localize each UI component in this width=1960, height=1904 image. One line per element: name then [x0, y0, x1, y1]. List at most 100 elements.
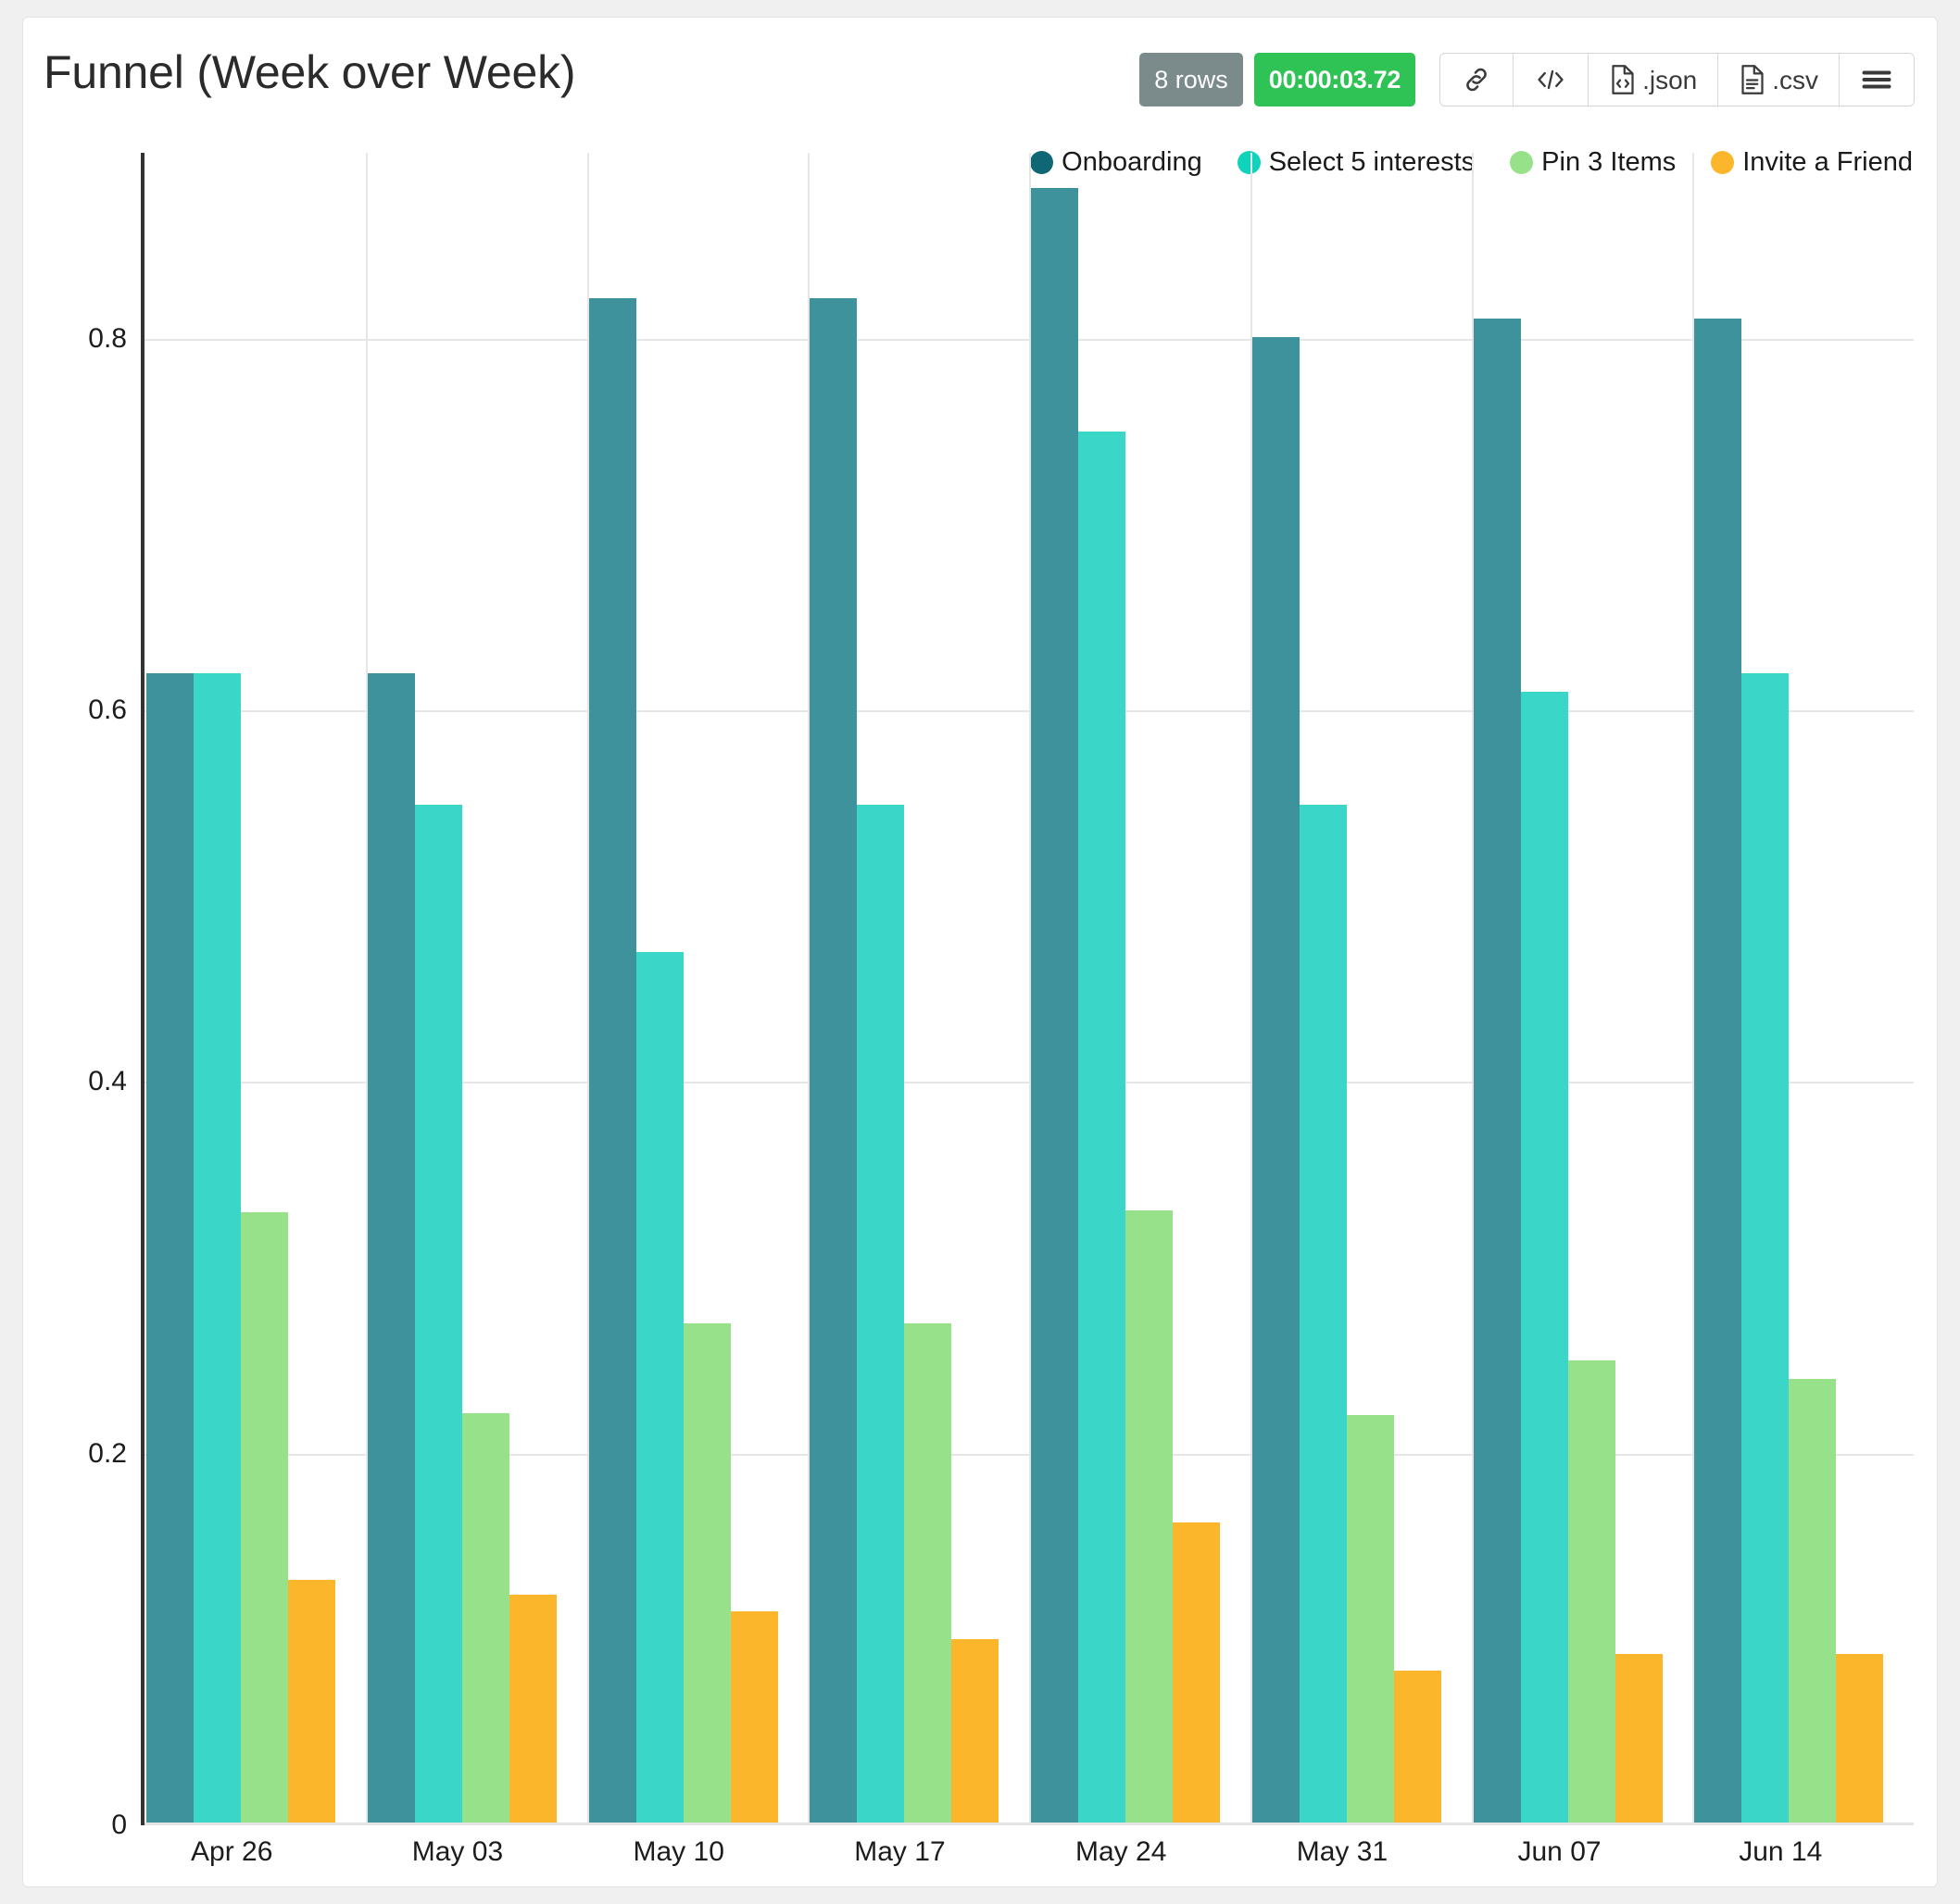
x-axis-tick-label: Jun 14: [1739, 1836, 1823, 1867]
bar[interactable]: [730, 1611, 778, 1825]
bar[interactable]: [1251, 336, 1300, 1825]
bar-group-bars: [144, 153, 366, 1825]
csv-button[interactable]: .csv: [1718, 54, 1840, 106]
bar[interactable]: [414, 805, 462, 1825]
bar[interactable]: [1741, 672, 1790, 1825]
x-axis-baseline: [144, 1823, 1914, 1825]
bar-group-bars: [1472, 153, 1693, 1825]
bar-group: [1692, 153, 1914, 1825]
rows-badge: 8 rows: [1139, 53, 1243, 106]
y-axis-labels: 0 0.2 0.4 0.6 0.8: [23, 127, 140, 1886]
bar[interactable]: [1789, 1379, 1837, 1825]
bar[interactable]: [367, 672, 415, 1825]
vertical-gridline: [1471, 153, 1474, 1825]
bar[interactable]: [588, 297, 636, 1825]
bar[interactable]: [1694, 318, 1742, 1825]
y-axis-tick-label: 0: [111, 1810, 127, 1840]
legend-color-dot: [1237, 151, 1261, 174]
legend-color-dot: [1711, 151, 1735, 174]
vertical-gridline: [365, 153, 368, 1825]
bar-group: [587, 153, 809, 1825]
bar[interactable]: [1346, 1414, 1394, 1825]
card-header: Funnel (Week over Week) 8 rows 00:00:03.…: [23, 18, 1937, 127]
bar[interactable]: [1173, 1522, 1220, 1825]
bar-group-bars: [1250, 153, 1472, 1825]
legend-label: Onboarding: [1062, 147, 1202, 177]
x-axis-tick-label: May 17: [854, 1836, 946, 1867]
bar[interactable]: [857, 805, 905, 1825]
x-axis-tick-label: May 10: [633, 1836, 724, 1867]
x-axis-labels: Apr 26 May 03 May 10 May 17 May 24 May 31 Jun …: [144, 1836, 1914, 1883]
bar[interactable]: [1614, 1654, 1663, 1825]
bar[interactable]: [1836, 1654, 1884, 1825]
legend-color-dot: [1030, 151, 1054, 174]
bar[interactable]: [461, 1412, 509, 1825]
code-icon: [1534, 64, 1567, 95]
x-axis-tick-label: May 31: [1296, 1836, 1388, 1867]
toolbar: 8 rows 00:00:03.72: [1139, 53, 1915, 106]
y-axis-tick-label: 0.2: [88, 1437, 127, 1469]
bar-groups: [144, 153, 1914, 1825]
legend-item-select-5-interests[interactable]: Select 5 interests: [1237, 147, 1476, 178]
bar[interactable]: [1031, 188, 1078, 1825]
legend-item-onboarding[interactable]: Onboarding: [1030, 147, 1202, 178]
bar-group: [366, 153, 587, 1825]
plot-canvas: [144, 153, 1914, 1825]
legend-label: Invite a Friend: [1742, 147, 1913, 177]
bar[interactable]: [904, 1323, 952, 1825]
x-axis-tick-label: May 03: [411, 1836, 504, 1867]
y-axis-line: [141, 153, 144, 1825]
y-axis-tick-label: 0.6: [88, 695, 127, 725]
page-title: Funnel (Week over Week): [44, 46, 576, 98]
vertical-gridline: [1029, 153, 1031, 1825]
chart-card: Funnel (Week over Week) 8 rows 00:00:03.…: [22, 17, 1938, 1887]
legend-label: Pin 3 Items: [1541, 147, 1677, 177]
menu-button[interactable]: [1840, 54, 1914, 106]
bar[interactable]: [683, 1323, 731, 1825]
bar[interactable]: [1567, 1360, 1615, 1825]
vertical-gridline: [586, 153, 589, 1825]
bar[interactable]: [810, 297, 858, 1825]
bar[interactable]: [635, 951, 684, 1825]
link-icon: [1461, 64, 1492, 95]
json-button-label: .json: [1642, 66, 1698, 94]
bar[interactable]: [1520, 691, 1568, 1825]
y-axis-tick-label: 0.4: [88, 1066, 127, 1097]
chart-legend: Onboarding Select 5 interests Pin 3 Items I…: [1030, 147, 1913, 178]
bar-group-bars: [1692, 153, 1914, 1825]
csv-button-label: .csv: [1772, 66, 1818, 94]
bar[interactable]: [288, 1580, 335, 1825]
bar[interactable]: [194, 672, 241, 1825]
bar-group: [808, 153, 1029, 1825]
bar-group: [1250, 153, 1472, 1825]
code-button[interactable]: [1514, 54, 1589, 106]
bar[interactable]: [146, 672, 194, 1825]
bar-group: [144, 153, 366, 1825]
bar-group: [1472, 153, 1693, 1825]
legend-item-invite-a-friend[interactable]: Invite a Friend: [1711, 147, 1913, 178]
file-code-icon: [1609, 63, 1637, 96]
x-axis-tick-label: Apr 26: [191, 1836, 273, 1867]
bar[interactable]: [1473, 318, 1521, 1825]
bar-group-bars: [808, 153, 1029, 1825]
file-text-icon: [1739, 63, 1766, 96]
link-button[interactable]: [1440, 54, 1514, 106]
x-axis-tick-label: Jun 07: [1517, 1836, 1602, 1867]
bar[interactable]: [1393, 1671, 1441, 1825]
vertical-gridline: [1250, 153, 1252, 1825]
bar[interactable]: [951, 1639, 999, 1825]
bar[interactable]: [509, 1595, 557, 1825]
y-axis-tick-label: 0.8: [88, 322, 127, 354]
json-button[interactable]: .json: [1589, 54, 1719, 106]
vertical-gridline: [808, 153, 810, 1825]
bar-group-bars: [366, 153, 587, 1825]
legend-label: Select 5 interests: [1268, 147, 1476, 177]
bar[interactable]: [1299, 805, 1347, 1825]
bar[interactable]: [241, 1211, 288, 1825]
bar-group-bars: [587, 153, 809, 1825]
x-axis-tick-label: May 24: [1075, 1836, 1167, 1867]
bar[interactable]: [1125, 1209, 1173, 1825]
legend-item-pin-3-items[interactable]: Pin 3 Items: [1510, 147, 1676, 178]
vertical-gridline: [1692, 153, 1695, 1825]
bar[interactable]: [1078, 432, 1125, 1825]
